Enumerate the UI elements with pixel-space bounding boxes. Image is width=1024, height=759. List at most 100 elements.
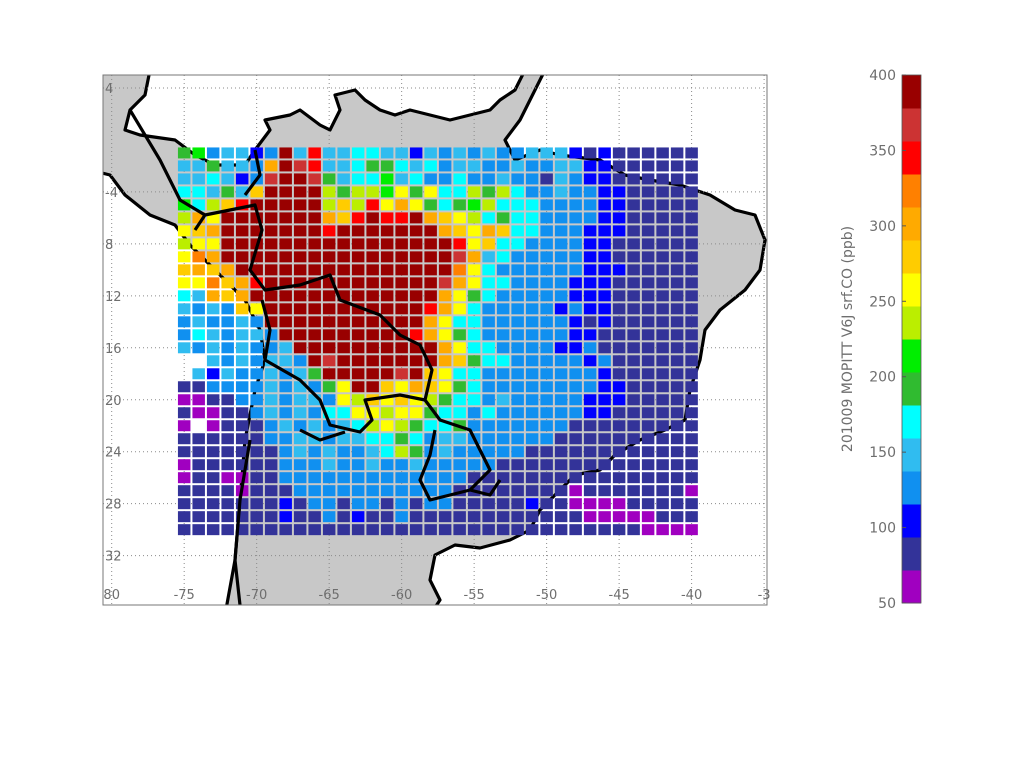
grid-cell (250, 329, 263, 341)
grid-cell (612, 446, 626, 458)
grid-cell (264, 485, 278, 497)
grid-cell (308, 186, 321, 198)
grid-cell (221, 316, 234, 328)
grid-cell (511, 264, 524, 276)
grid-cell (395, 368, 408, 380)
grid-cell (337, 355, 350, 367)
grid-cell (540, 381, 553, 393)
x-tick-label: -75 (174, 588, 195, 603)
grid-cell (322, 225, 336, 237)
grid-cell (177, 511, 191, 523)
grid-cell (409, 420, 423, 432)
grid-cell (206, 303, 220, 315)
grid-cell (235, 407, 249, 419)
grid-cell (583, 355, 597, 367)
grid-cell (511, 368, 524, 380)
grid-cell (511, 485, 524, 497)
grid-cell (612, 160, 626, 172)
grid-cell (438, 446, 452, 458)
grid-cell (264, 238, 278, 250)
x-tick-label: -55 (464, 588, 485, 603)
grid-cell (351, 290, 365, 302)
colorbar-tick-label: 350 (869, 143, 896, 159)
grid-cell (525, 316, 539, 328)
grid-cell (540, 407, 553, 419)
grid-cell (685, 355, 698, 367)
grid-cell (496, 264, 510, 276)
grid-cell (685, 303, 698, 315)
grid-cell (641, 173, 655, 185)
grid-cell (525, 212, 539, 224)
grid-cell (598, 199, 611, 211)
grid-cell (264, 290, 278, 302)
grid-cell (467, 511, 481, 523)
grid-cell (395, 420, 408, 432)
grid-cell (670, 264, 684, 276)
grid-cell (569, 433, 582, 445)
grid-cell (192, 459, 205, 471)
grid-cell (438, 264, 452, 276)
grid-cell (540, 199, 553, 211)
grid-cell (264, 472, 278, 484)
grid-cell (453, 290, 466, 302)
grid-cell (366, 459, 379, 471)
grid-cell (598, 511, 611, 523)
grid-cell (627, 342, 640, 354)
x-tick-label: -40 (681, 588, 702, 603)
grid-cell (496, 511, 510, 523)
grid-cell (641, 147, 655, 159)
grid-cell (496, 186, 510, 198)
grid-cell (554, 277, 568, 289)
grid-cell (627, 420, 640, 432)
grid-cell (612, 251, 626, 263)
grid-cell (337, 446, 350, 458)
grid-cell (351, 433, 365, 445)
grid-cell (250, 524, 263, 536)
grid-cell (308, 459, 321, 471)
grid-cell (525, 303, 539, 315)
grid-cell (525, 147, 539, 159)
grid-cell (496, 290, 510, 302)
grid-cell (337, 433, 350, 445)
grid-cell (395, 277, 408, 289)
grid-cell (235, 342, 249, 354)
grid-cell (438, 251, 452, 263)
grid-cell (467, 498, 481, 510)
colorbar-tick-label: 400 (869, 68, 896, 84)
grid-cell (221, 524, 234, 536)
grid-cell (656, 459, 669, 471)
grid-cell (351, 251, 365, 263)
grid-cell (685, 498, 698, 510)
grid-cell (221, 498, 234, 510)
grid-cell (453, 147, 466, 159)
grid-cell (264, 433, 278, 445)
grid-cell (264, 407, 278, 419)
grid-cell (467, 342, 481, 354)
grid-cell (380, 355, 394, 367)
grid-cell (641, 394, 655, 406)
grid-cell (279, 472, 292, 484)
grid-cell (627, 368, 640, 380)
grid-cell (641, 420, 655, 432)
grid-cell (351, 316, 365, 328)
grid-cell (380, 277, 394, 289)
grid-cell (322, 303, 336, 315)
grid-cell (395, 485, 408, 497)
grid-cell (366, 303, 379, 315)
grid-cell (453, 160, 466, 172)
grid-cell (293, 277, 307, 289)
grid-cell (351, 524, 365, 536)
grid-cell (337, 420, 350, 432)
grid-cell (496, 485, 510, 497)
grid-cell (641, 277, 655, 289)
grid-cell (453, 251, 466, 263)
grid-cell (337, 394, 350, 406)
grid-cell (424, 420, 437, 432)
grid-cell (569, 316, 582, 328)
grid-cell (279, 407, 292, 419)
grid-cell (453, 407, 466, 419)
grid-cell (221, 407, 234, 419)
grid-cell (641, 290, 655, 302)
grid-cell (627, 303, 640, 315)
grid-cell (235, 277, 249, 289)
